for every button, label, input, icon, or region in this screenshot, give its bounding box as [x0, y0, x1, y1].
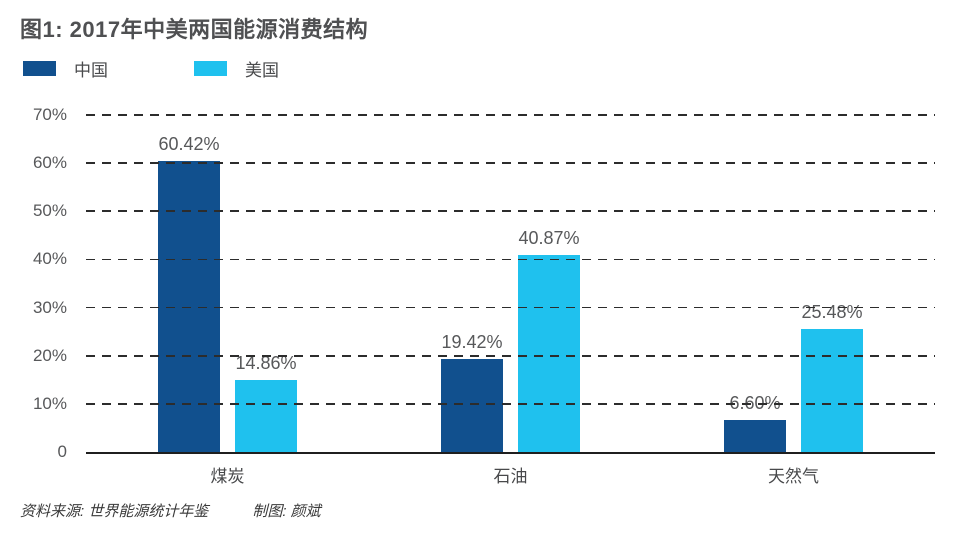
credit-note: 制图: 颜斌 — [252, 503, 321, 520]
legend-label: 美国 — [245, 61, 279, 80]
bar-中国-天然气: 6.60% — [724, 393, 786, 452]
x-axis: 煤炭 石油 天然气 — [86, 462, 935, 487]
footer: 资料来源: 世界能源统计年鉴 制图: 颜斌 — [20, 500, 321, 521]
source-note: 资料来源: 世界能源统计年鉴 — [20, 503, 209, 520]
bar-美国-煤炭: 14.86% — [235, 353, 297, 452]
bar-groups: 60.42% 14.86% 19.42% 40.87% 6.60% 25.48% — [86, 115, 935, 452]
bar-美国-石油: 40.87% — [518, 228, 580, 452]
y-tick-label: 0 — [57, 442, 67, 461]
legend-item-1: 美国 — [194, 56, 279, 81]
bar-value-label: 25.48% — [801, 302, 863, 323]
bar-group-2: 6.60% 25.48% — [652, 115, 935, 452]
legend-swatch-icon — [194, 61, 227, 76]
legend-label: 中国 — [74, 61, 108, 80]
y-tick-label: 40% — [32, 249, 67, 269]
y-tick-label: 10% — [32, 393, 67, 413]
bar-value-label: 19.42% — [441, 331, 503, 352]
gridline — [86, 114, 935, 116]
y-tick-label: 20% — [32, 345, 67, 365]
bar-group-0: 60.42% 14.86% — [86, 115, 369, 452]
gridline — [86, 306, 935, 309]
x-category-label-0: 煤炭 — [210, 467, 245, 486]
gridline — [86, 258, 935, 261]
y-tick-label: 30% — [32, 297, 67, 317]
gridline — [86, 162, 935, 164]
plot-area: 60.42% 14.86% 19.42% 40.87% 6.60% 25.48% — [86, 114, 935, 454]
legend-item-0: 中国 — [23, 56, 108, 81]
y-tick-label: 50% — [32, 201, 67, 221]
legend-swatch-icon — [23, 61, 56, 76]
bar-value-label: 40.87% — [518, 228, 580, 249]
bar-中国-石油: 19.42% — [441, 332, 503, 452]
y-tick-label: 70% — [32, 105, 67, 124]
gridline — [86, 210, 935, 213]
bar-value-label: 60.42% — [158, 134, 220, 155]
bar-美国-天然气: 25.48% — [801, 302, 863, 452]
y-tick-label: 60% — [32, 153, 67, 173]
gridline — [86, 403, 935, 405]
bar-value-label: 14.86% — [235, 353, 297, 374]
legend: 中国 美国 — [23, 56, 279, 81]
bar-group-1: 19.42% 40.87% — [369, 115, 652, 452]
x-category-label-2: 天然气 — [768, 467, 819, 486]
x-category-label-1: 石油 — [493, 467, 528, 486]
y-axis: 70% 60% 50% 40% 30% 20% 10% 0 — [0, 105, 67, 461]
gridline — [86, 354, 935, 357]
chart-title: 图1: 2017年中美两国能源消费结构 — [20, 17, 369, 42]
